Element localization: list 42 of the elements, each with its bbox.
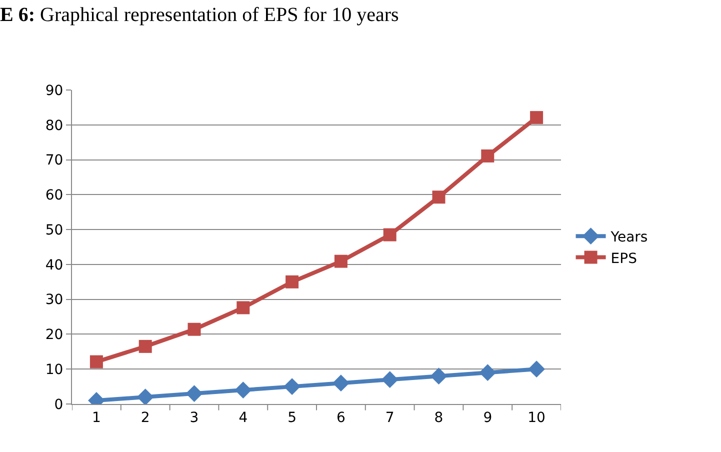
y-tick-label: 50 (45, 222, 64, 238)
x-tick-label: 8 (434, 410, 444, 426)
y-tick-label: 10 (45, 362, 64, 378)
point (234, 382, 252, 398)
y-tick-label: 90 (45, 82, 64, 99)
x-tick-label: 5 (288, 410, 297, 426)
point (332, 374, 350, 392)
point (479, 364, 496, 382)
chart-title: E 6: Graphical representation of EPS for 10 years (0, 4, 399, 27)
x-tick-label: 10 (528, 410, 546, 426)
point (136, 388, 154, 404)
y-tick-label: 30 (45, 292, 64, 308)
y-tick-label: 80 (45, 118, 64, 134)
y-tick-label: 70 (45, 152, 64, 169)
x-tick-label: 6 (336, 410, 346, 426)
point (138, 340, 152, 353)
y-tick-label: 0 (54, 396, 64, 413)
legend-label: EPS (610, 250, 638, 267)
point (530, 111, 544, 124)
point (481, 149, 494, 162)
y-tick-label: 20 (45, 327, 64, 344)
legend-label: Years (610, 230, 648, 246)
point (528, 360, 545, 378)
point (284, 378, 300, 396)
point (236, 301, 250, 314)
x-tick-label: 1 (92, 410, 101, 426)
point (286, 275, 299, 288)
x-tick-label: 4 (238, 410, 248, 426)
x-tick-label: 3 (190, 410, 199, 426)
y-tick-label: 40 (45, 257, 64, 274)
point (90, 355, 103, 368)
point (186, 385, 203, 402)
y-tick-label: 60 (45, 188, 64, 204)
point (383, 228, 396, 242)
point (381, 371, 398, 388)
x-tick-label: 2 (140, 410, 150, 426)
x-tick-label: 9 (483, 410, 492, 426)
x-tick-label: 7 (385, 410, 394, 426)
point (430, 368, 448, 385)
point (334, 254, 348, 268)
point (188, 322, 201, 336)
point (432, 190, 446, 204)
